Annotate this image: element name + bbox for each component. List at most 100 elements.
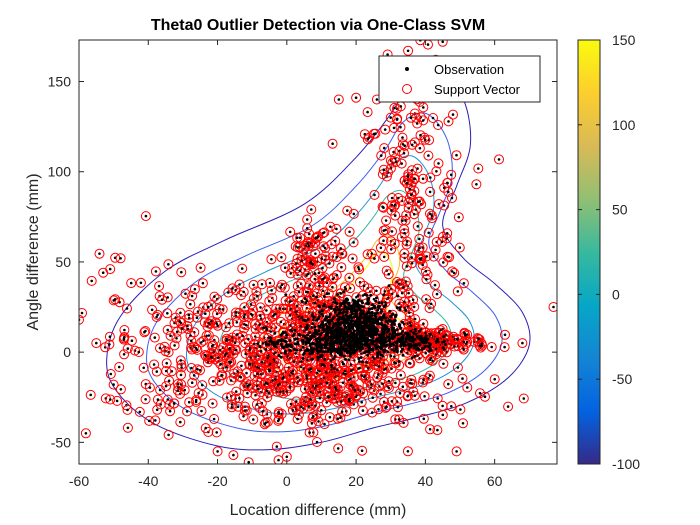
support-vector-point [171,333,182,344]
support-vector-point [241,320,252,331]
support-vector-point [379,364,389,375]
observation-point [311,262,315,266]
observation-point [252,283,255,287]
observation-point [299,348,303,352]
observation-point [361,305,365,309]
observation-point [259,314,262,318]
observation-point [200,409,203,413]
observation-point [412,332,416,335]
support-vector-point [280,262,291,273]
observation-point [280,283,284,287]
observation-point [435,170,438,173]
observation-point [298,333,302,337]
support-vector-point [441,347,452,358]
observation-point [425,338,429,342]
observation-point [249,356,252,359]
y-axis-label: Angle difference (mm) [25,173,42,330]
observation-point [372,304,376,308]
observation-point [360,329,364,333]
support-vector-point [426,353,437,364]
observation-point [428,374,432,377]
observation-point [403,144,407,147]
observation-point [158,388,162,392]
support-vector-point [359,129,370,140]
support-vector-point [94,248,105,259]
support-vector-point [257,279,267,290]
observation-point [216,356,220,360]
support-vector-point [173,382,184,393]
observation-point [300,405,303,409]
observation-point [295,262,298,265]
observation-point [167,433,170,437]
observation-point [421,263,425,267]
observation-point [252,418,255,421]
support-vector-point [494,154,504,165]
observation-point [247,460,250,464]
support-vector-point [197,380,208,391]
support-vector-point [392,277,402,287]
observation-point [320,346,324,350]
observation-point [376,305,380,308]
observation-point [455,450,458,453]
support-vector-point [366,248,377,259]
support-vector-point [336,262,347,273]
observation-point [387,379,391,383]
observation-point [180,327,184,330]
observation-point [264,326,268,329]
observation-point [419,133,422,137]
y-tick-label: -50 [51,434,71,450]
observation-point [220,374,223,377]
support-vector-point [471,179,482,190]
support-vector-point [503,401,514,412]
support-vector-point [383,269,394,280]
observation-point [238,396,241,400]
observation-point [375,311,379,315]
observation-point [351,333,355,337]
observation-point [270,340,274,344]
observation-point [347,358,351,362]
observation-point [336,447,340,450]
observation-point [167,263,170,266]
observation-point [371,396,375,400]
support-vector-point [237,263,248,274]
plot-frame [78,39,558,465]
observation-point [380,301,384,305]
observation-point [198,368,202,372]
observation-point [335,334,339,338]
observation-point [417,200,420,203]
observation-point [441,413,445,417]
support-vector-point [164,375,175,386]
support-vector-point [264,366,275,377]
support-vector-point [232,366,243,377]
observation-point [353,320,357,324]
observation-point [373,193,376,197]
observation-point [212,350,216,354]
observation-point [421,381,425,384]
observation-point [313,335,316,338]
observation-point [284,340,288,344]
observation-point [306,358,309,362]
support-vector-point [206,352,217,363]
observation-point [357,367,360,370]
support-vector-point [169,318,180,328]
support-vector-point [260,377,271,388]
observation-point [342,290,346,294]
observation-point [284,349,287,353]
support-vector-point [500,329,510,340]
observation-point [439,329,442,332]
observation-point [303,319,307,322]
support-vector-point [242,381,253,392]
support-vector-point [438,358,449,369]
observation-point [350,306,354,310]
observation-point [200,341,203,344]
observation-point [329,347,333,351]
observation-point [394,381,397,385]
observation-point [347,303,351,307]
observation-point [292,295,296,298]
observation-point [229,379,233,382]
observation-point [401,219,404,222]
observation-point [348,327,352,331]
observation-point [375,296,378,300]
observation-point [366,138,370,141]
observation-point [354,308,358,312]
